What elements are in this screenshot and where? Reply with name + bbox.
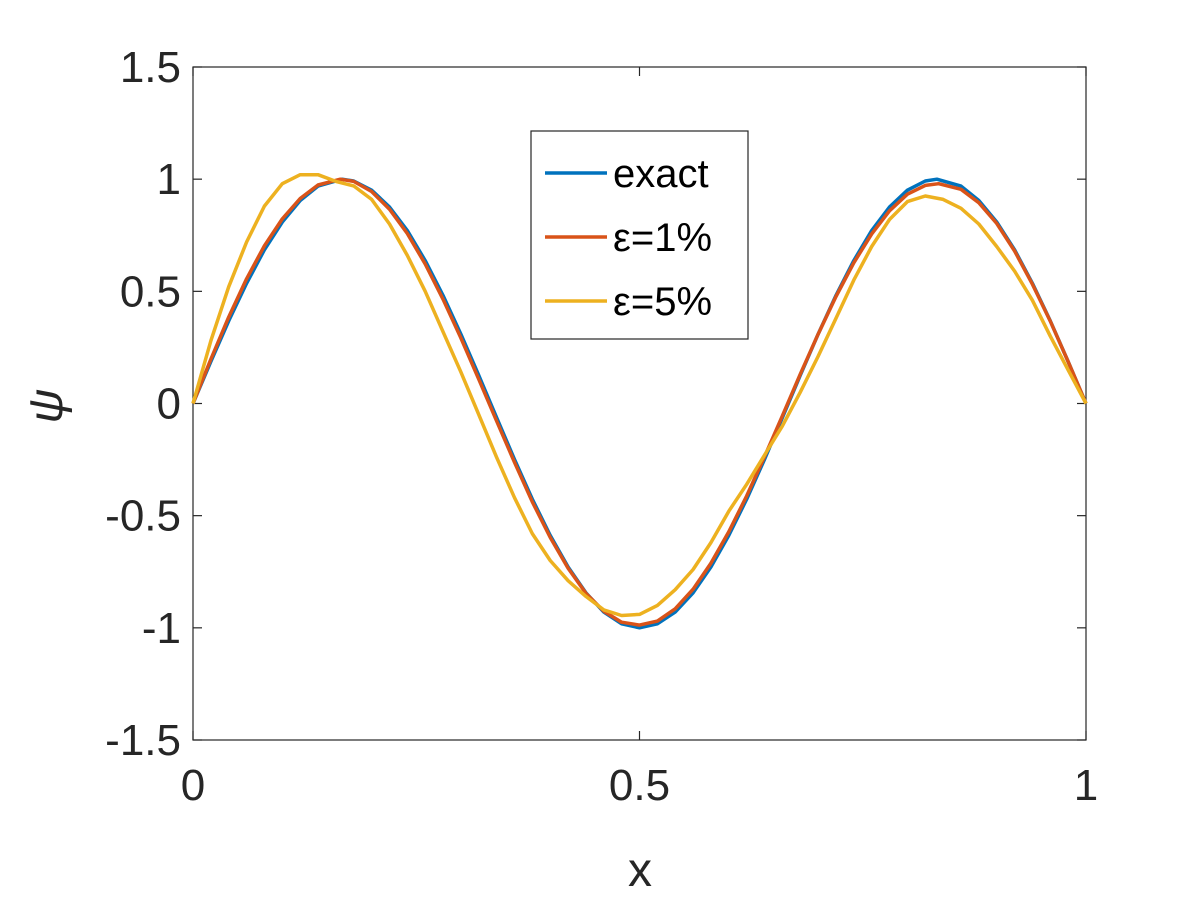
- y-tick-label: 0.5: [120, 267, 181, 316]
- series-line: [191, 177, 1088, 627]
- legend-box: [530, 130, 749, 340]
- series-line: [191, 172, 1088, 618]
- y-tick-label: -0.5: [105, 492, 181, 541]
- y-tick-label: -1: [142, 604, 181, 653]
- y-tick-label: 1: [157, 155, 181, 204]
- legend: exact ε=1% ε=5%: [530, 130, 749, 340]
- x-tick-label: 0: [181, 761, 205, 810]
- x-axis-label: x: [628, 844, 652, 897]
- y-tick-label: -1.5: [105, 716, 181, 765]
- x-tick-label: 1: [1074, 761, 1098, 810]
- y-tick-label: 0: [157, 380, 181, 429]
- y-axis-label: ψ: [20, 389, 73, 424]
- y-tick-label: 1.5: [120, 43, 181, 92]
- x-tick-label: 0.5: [609, 761, 670, 810]
- ticks: 0 0.5 1 -1.5 -1 -0.5 0 0.5 1 1.5: [105, 43, 1098, 810]
- legend-label: exact: [613, 152, 709, 196]
- series-lines: [191, 172, 1088, 630]
- legend-label: ε=5%: [613, 280, 712, 324]
- legend-label: ε=1%: [613, 216, 712, 260]
